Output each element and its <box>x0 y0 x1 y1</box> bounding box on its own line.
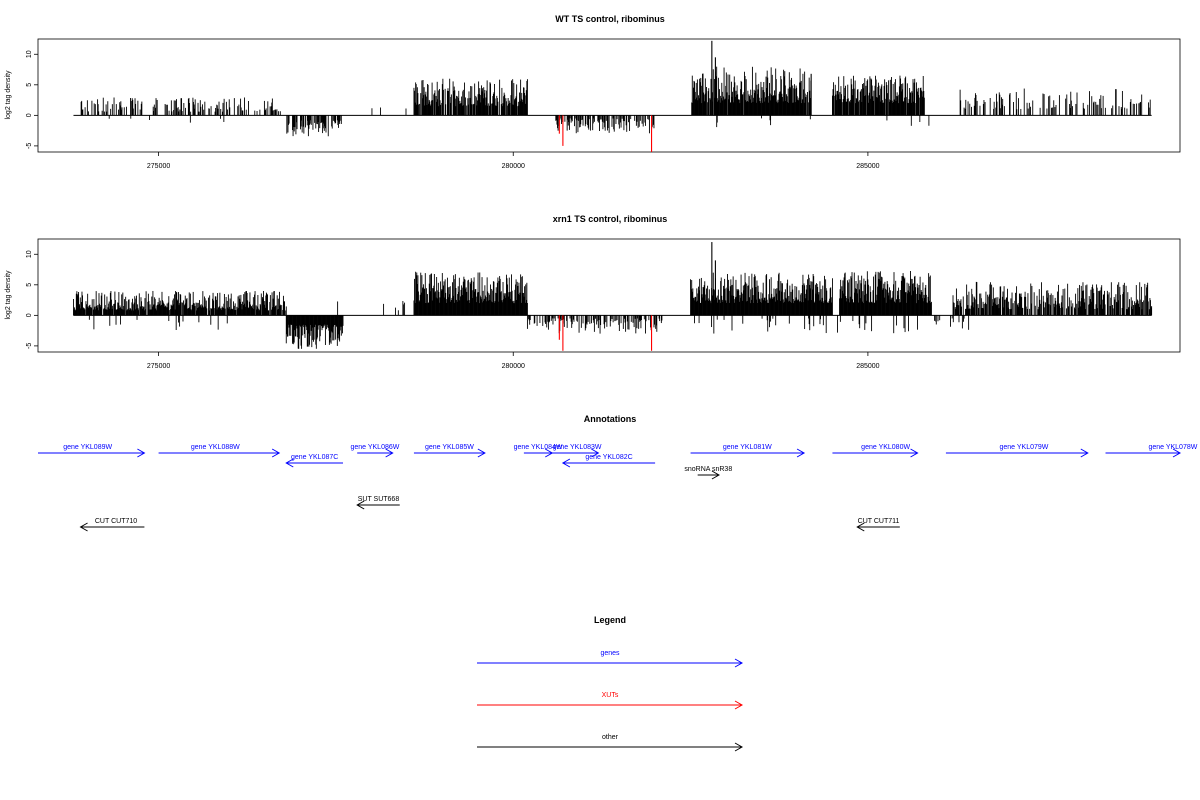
legend-arrow-head <box>734 742 744 752</box>
feature-label: gene YKL082C <box>585 454 632 461</box>
annotations-title: Annotations <box>584 414 637 424</box>
annotation-feature: gene YKL080W <box>832 444 919 458</box>
feature-label: SUT SUT668 <box>358 496 400 503</box>
annotations-panel: Annotations gene YKL089W gene YKL088Wgene… <box>38 414 1198 532</box>
feature-label: gene YKL080W <box>861 444 910 451</box>
feature-label: gene YKL078W <box>1148 444 1197 451</box>
feature-label: CUT CUT710 <box>95 518 137 525</box>
feature-label: CUT CUT711 <box>858 518 900 525</box>
arrow-head <box>796 448 806 458</box>
annotation-feature: gene YKL085W <box>413 444 486 458</box>
x-tick-label: 275000 <box>147 163 170 170</box>
legend-item-gene: genes <box>477 650 744 668</box>
y-tick-label: 0 <box>26 313 33 317</box>
arrow-head <box>1080 448 1089 458</box>
x-tick-label: 275000 <box>147 363 170 370</box>
feature-label: gene YKL079W <box>999 444 1048 451</box>
feature-label: snoRNA snR38 <box>684 466 732 473</box>
wt-x-axis: 275000 280000 285000 <box>147 152 880 170</box>
xrn1-track-ylabel: log2 tag density <box>5 270 12 320</box>
legend-label: genes <box>600 650 620 657</box>
xrn1-track-panel: xrn1 TS control, ribominus log2 tag dens… <box>5 214 1181 370</box>
annotation-feature: gene YKL087C <box>285 454 344 468</box>
feature-label: gene YKL081W <box>723 444 772 451</box>
y-tick-label: 0 <box>26 113 33 117</box>
arrow-head <box>1172 448 1182 458</box>
annotation-feature: gene YKL081W <box>690 444 806 458</box>
arrow-head <box>271 448 281 458</box>
y-tick-label: 10 <box>26 50 33 58</box>
arrow-head <box>477 448 486 458</box>
legend-item-other: other <box>477 734 744 752</box>
annotation-feature: gene YKL086W <box>350 444 400 458</box>
arrow-head <box>910 448 919 458</box>
feature-label: gene YKL087C <box>291 454 338 461</box>
arrow-head <box>79 522 88 532</box>
legend-title: Legend <box>594 615 626 625</box>
y-tick-label: 5 <box>26 83 33 87</box>
annotation-feature: gene YKL079W <box>945 444 1089 458</box>
x-tick-label: 285000 <box>856 163 879 170</box>
y-tick-label: -5 <box>26 343 33 349</box>
legend-item-xut: XUTs <box>477 692 744 710</box>
arrow-head <box>285 458 294 468</box>
feature-label: gene YKL089W <box>63 444 112 451</box>
annotation-features: gene YKL089W gene YKL088W gene YKL087C gene… <box>38 444 1198 532</box>
arrow-head <box>356 500 365 510</box>
xrn1-plot-frame <box>37 238 1181 353</box>
arrow-head <box>856 522 865 532</box>
feature-label: gene YKL084W <box>514 444 563 451</box>
feature-label: gene YKL088W <box>191 444 240 451</box>
wt-track-ylabel: log2 tag density <box>5 70 12 120</box>
legend-label: XUTs <box>602 692 619 699</box>
annotation-feature: SUT SUT668 <box>356 496 400 510</box>
xrn1-track-title: xrn1 TS control, ribominus <box>553 214 668 224</box>
arrow-head <box>711 470 720 480</box>
x-tick-label: 280000 <box>502 363 525 370</box>
arrow-head <box>137 448 146 458</box>
legend-arrow-head <box>734 700 744 710</box>
y-tick-label: 5 <box>26 283 33 287</box>
arrow-head <box>561 458 571 468</box>
wt-plot-frame <box>37 38 1181 153</box>
xrn1-bars <box>73 242 1153 351</box>
y-tick-label: 10 <box>26 250 33 258</box>
arrow-head <box>591 448 600 458</box>
wt-track-title: WT TS control, ribominus <box>555 14 665 24</box>
annotation-feature: CUT CUT711 <box>856 518 900 532</box>
wt-bars <box>73 40 1152 152</box>
annotation-feature: gene YKL089W <box>38 444 146 458</box>
feature-label: gene YKL083W <box>553 444 602 451</box>
feature-label: gene YKL086W <box>350 444 399 451</box>
legend-panel: Legend genes XUTs other <box>477 615 744 752</box>
annotation-feature: gene YKL083W <box>552 444 602 458</box>
annotation-feature: gene YKL088W <box>158 444 281 458</box>
annotation-feature: CUT CUT710 <box>79 518 145 532</box>
y-tick-label: -5 <box>26 143 33 149</box>
wt-y-axis: -5 0 5 10 <box>26 50 38 149</box>
x-tick-label: 285000 <box>856 363 879 370</box>
x-tick-label: 280000 <box>502 163 525 170</box>
wt-track-panel: WT TS control, ribominus log2 tag densit… <box>5 14 1181 170</box>
annotation-feature: gene YKL078W <box>1105 444 1198 458</box>
arrow-head <box>385 448 394 458</box>
legend-label: other <box>602 734 619 741</box>
annotation-feature: gene YKL082C <box>561 454 656 468</box>
xrn1-x-axis: 275000 280000 285000 <box>147 352 880 370</box>
xrn1-y-axis: -5 0 5 10 <box>26 250 38 349</box>
legend-arrow-head <box>734 658 744 668</box>
legend-items: genes XUTs other <box>477 650 744 752</box>
annotation-feature: snoRNA snR38 <box>684 466 732 480</box>
feature-label: gene YKL085W <box>425 444 474 451</box>
